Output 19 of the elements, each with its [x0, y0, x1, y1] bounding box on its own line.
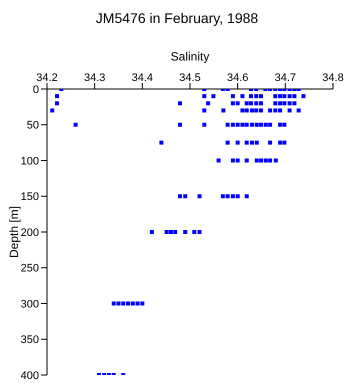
y-tick-label: 50 — [26, 120, 39, 132]
y-tick-label: 0 — [32, 84, 39, 96]
x-tick-label: 34.3 — [84, 72, 106, 84]
y-axis-title: Depth [m] — [7, 206, 21, 258]
y-tick-label: 200 — [20, 226, 39, 239]
x-tick-label: 34.4 — [132, 72, 154, 84]
x-axis-title: Salinity — [170, 50, 210, 64]
y-tick-label: 250 — [20, 262, 39, 275]
x-tick-label: 34.7 — [274, 72, 296, 84]
x-tick-label: 34.2 — [36, 72, 58, 84]
y-tick-label: 300 — [20, 298, 39, 310]
y-tick-label: 100 — [20, 155, 39, 168]
chart-title: JM5476 in February, 1988 — [94, 10, 260, 26]
y-tick-label: 150 — [20, 191, 39, 204]
x-tick-label: 34.6 — [226, 72, 248, 84]
x-tick-label: 34.8 — [322, 72, 344, 84]
y-tick-label: 400 — [20, 370, 39, 382]
y-tick-label: 350 — [20, 334, 39, 346]
x-tick-label: 34.5 — [179, 72, 201, 84]
